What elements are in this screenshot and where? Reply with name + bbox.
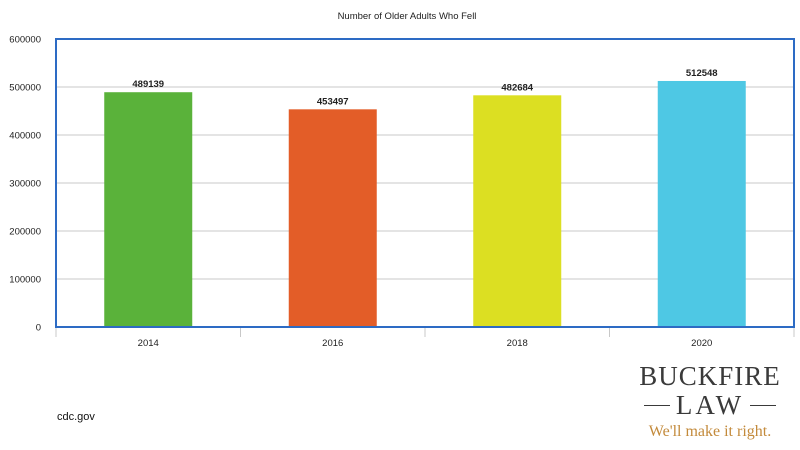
y-tick-label: 400000 — [9, 131, 41, 142]
logo-name: BUCKFIRE — [639, 361, 781, 391]
y-axis: 0 100000 200000 300000 400000 500000 600000 — [9, 35, 41, 334]
x-tick-label: 2016 — [322, 338, 343, 349]
logo-tagline: We'll make it right. — [648, 423, 772, 440]
y-tick-label: 500000 — [9, 83, 41, 94]
chart-title: Number of Older Adults Who Fell — [338, 11, 477, 22]
y-tick-label: 100000 — [9, 275, 41, 286]
y-tick-label: 0 — [36, 323, 41, 334]
x-tick-label: 2018 — [507, 338, 528, 349]
bar-2020 — [657, 80, 746, 327]
source-credit: cdc.gov — [57, 411, 95, 423]
buckfire-law-logo: BUCKFIRE LAW We'll make it right. — [634, 362, 786, 441]
bar-2016 — [288, 109, 377, 327]
x-axis: 2014 2016 2018 2020 — [55, 327, 795, 349]
data-label: 489139 — [132, 79, 164, 90]
logo-law-row: LAW — [634, 391, 786, 420]
y-tick-label: 200000 — [9, 227, 41, 238]
logo-rule-left — [643, 404, 670, 407]
bars — [104, 80, 746, 328]
bar-chart: Number of Older Adults Who Fell 0 100000 2… — [9, 11, 795, 349]
data-labels: 489139 453497 482684 512548 — [132, 68, 717, 107]
logo-law: LAW — [675, 390, 745, 420]
y-tick-label: 300000 — [9, 179, 41, 190]
y-tick-label: 600000 — [9, 35, 41, 46]
data-label: 512548 — [686, 68, 718, 79]
bar-2018 — [473, 95, 562, 328]
logo-rule-right — [750, 404, 777, 407]
plot-area-frame — [55, 38, 795, 328]
data-label: 482684 — [501, 82, 533, 93]
x-tick-label: 2020 — [691, 338, 712, 349]
x-tick-label: 2014 — [138, 338, 159, 349]
bar-2014 — [104, 92, 193, 327]
data-label: 453497 — [317, 96, 349, 107]
